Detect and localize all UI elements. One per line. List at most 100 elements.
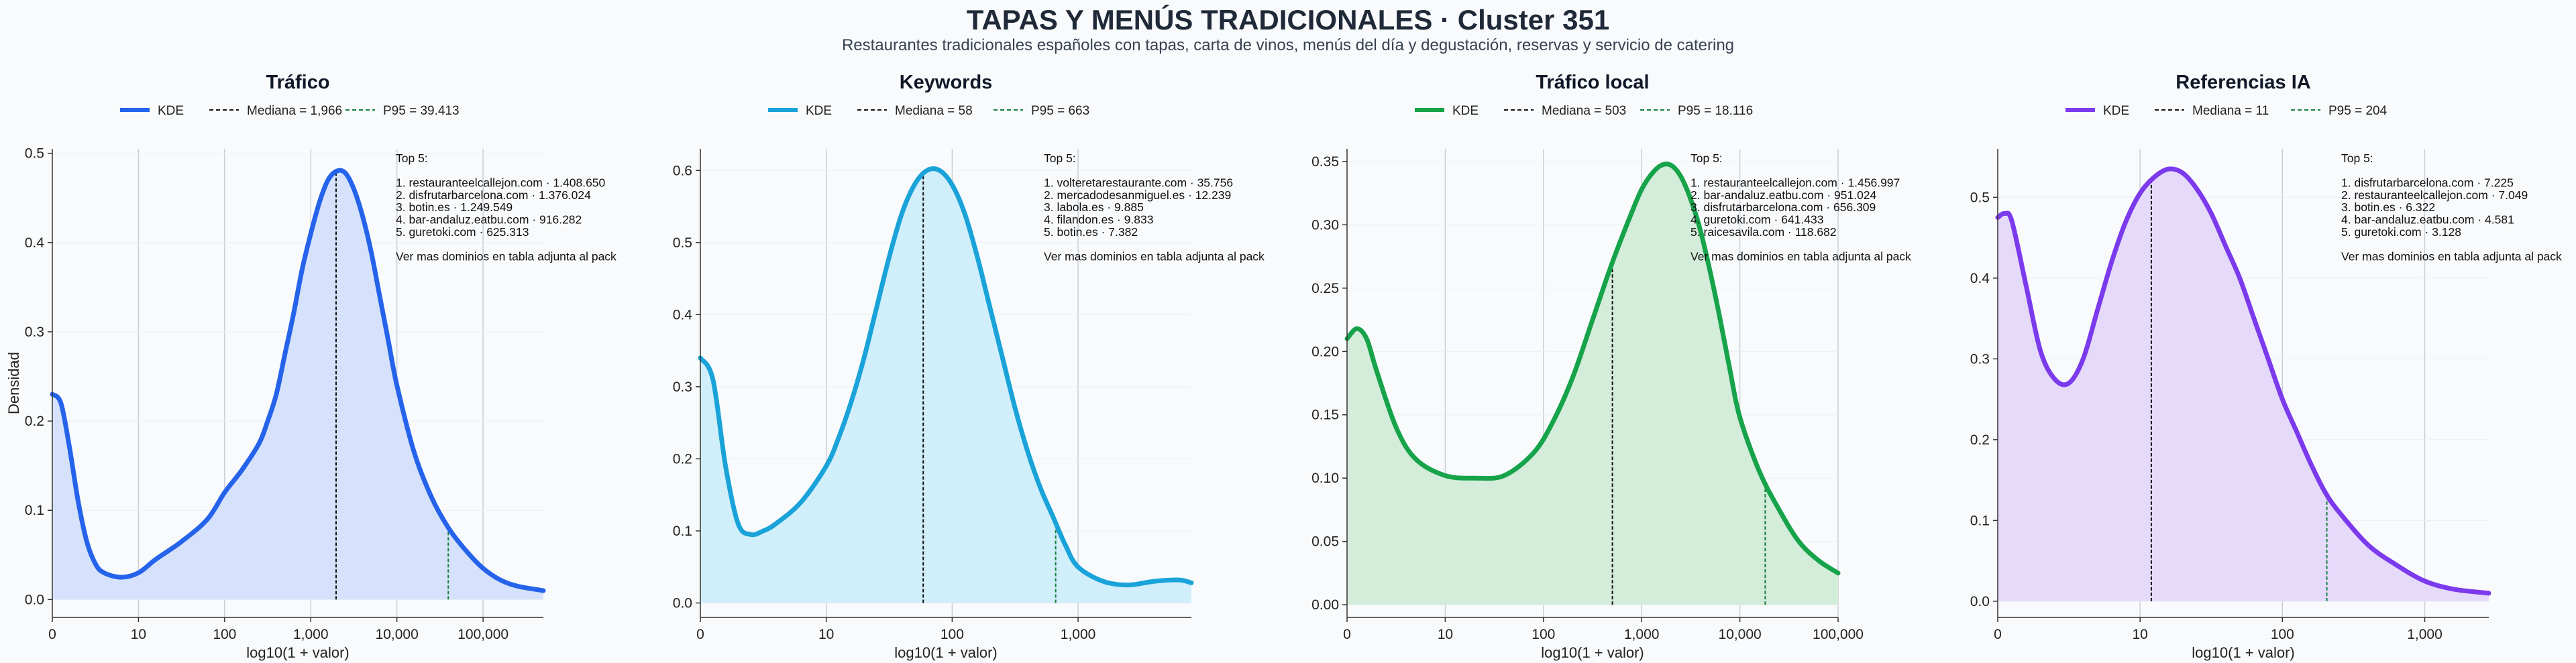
panel-title: Tráfico: [266, 72, 329, 93]
density-area: [52, 170, 543, 600]
panel-title: Keywords: [900, 72, 993, 93]
annotation-line: Top 5:: [1690, 152, 1723, 165]
x-tick-label: 10,000: [1718, 627, 1761, 642]
annotation-line: 1. disfrutarbarcelona.com · 7.225: [2341, 176, 2514, 190]
y-tick-label: 0.3: [25, 324, 44, 340]
y-tick-label: 0.3: [1970, 351, 1990, 367]
x-axis-label: log10(1 + valor): [246, 644, 349, 661]
y-tick-label: 0.20: [1311, 344, 1339, 359]
legend: KDE Mediana = 1,966 P95 = 39.413: [120, 104, 460, 118]
annotation-line: 1. volteretarestaurante.com · 35.756: [1044, 176, 1233, 190]
y-tick-label: 0.0: [1970, 594, 1990, 609]
legend-p95-label: P95 = 663: [1031, 104, 1089, 118]
x-tick-label: 100: [1532, 627, 1555, 642]
legend-kde-label: KDE: [2103, 104, 2129, 118]
y-tick-label: 0.4: [673, 307, 693, 322]
annotation-line: Top 5:: [396, 152, 428, 165]
top5-annotation: Top 5: 1. restauranteelcallejon.com · 1.4…: [1690, 152, 1911, 263]
y-tick-label: 0.4: [25, 235, 45, 251]
annotation-line: 1. restauranteelcallejon.com · 1.408.650: [396, 176, 606, 190]
legend-kde-label: KDE: [158, 104, 184, 118]
annotation-line: Ver mas dominios en tabla adjunta al pac…: [1044, 249, 1265, 263]
y-tick-label: 0.1: [25, 503, 44, 518]
annotation-line: 2. disfrutarbarcelona.com · 1.376.024: [396, 188, 591, 202]
x-axis-label: log10(1 + valor): [2192, 644, 2294, 661]
x-tick-label: 0: [1994, 627, 2002, 642]
y-axis-label: Densidad: [5, 352, 22, 414]
x-tick-label: 1,000: [1061, 627, 1096, 642]
y-tick-label: 0.30: [1311, 217, 1339, 233]
legend-kde-label: KDE: [1452, 104, 1479, 118]
y-tick-label: 0.5: [1970, 190, 1990, 205]
y-tick-label: 0.1: [1970, 513, 1990, 528]
legend: KDE Mediana = 58 P95 = 663: [768, 104, 1089, 118]
annotation-line: Ver mas dominios en tabla adjunta al pac…: [396, 249, 616, 263]
density-curve: [1995, 166, 2491, 596]
x-tick-label: 100: [941, 627, 964, 642]
panel-3: Tráfico local KDE Mediana = 503 P95 = 18.11…: [1311, 72, 1911, 661]
y-tick-label: 0.2: [25, 414, 44, 429]
y-tick-label: 0.2: [1970, 432, 1990, 448]
annotation-line: 3. disfrutarbarcelona.com · 656.309: [1690, 200, 1876, 214]
x-tick-label: 1,000: [1624, 627, 1660, 642]
legend-p95-label: P95 = 204: [2328, 104, 2387, 118]
annotation-line: 5. guretoki.com · 3.128: [2341, 225, 2461, 239]
y-tick-label: 0.2: [673, 451, 692, 467]
x-tick-label: 10: [2132, 627, 2147, 642]
figure-subtitle: Restaurantes tradicionales españoles con…: [841, 36, 1735, 54]
y-tick-label: 0.5: [25, 146, 44, 162]
x-tick-label: 1,000: [293, 627, 329, 642]
y-tick-label: 0.0: [673, 595, 692, 611]
annotation-line: Ver mas dominios en tabla adjunta al pac…: [1690, 249, 1911, 263]
top5-annotation: Top 5: 1. disfrutarbarcelona.com · 7.2252…: [2341, 152, 2562, 263]
top5-annotation: Top 5: 1. volteretarestaurante.com · 35.7…: [1044, 152, 1265, 263]
x-tick-label: 100: [213, 627, 236, 642]
x-tick-label: 1,000: [2407, 627, 2443, 642]
y-tick-label: 0.00: [1311, 597, 1339, 613]
annotation-line: Top 5:: [1044, 152, 1076, 165]
legend-median-label: Mediana = 11: [2192, 104, 2269, 118]
x-tick-label: 0: [1343, 627, 1351, 642]
x-tick-label: 10: [818, 627, 834, 642]
y-tick-label: 0.1: [673, 524, 692, 539]
y-tick-label: 0.0: [25, 592, 44, 607]
annotation-line: 3. labola.es · 9.885: [1044, 200, 1144, 214]
density-area: [1998, 168, 2489, 601]
y-tick-label: 0.25: [1311, 281, 1339, 296]
x-tick-label: 100: [2271, 627, 2294, 642]
annotation-line: Top 5:: [2341, 152, 2373, 165]
y-tick-label: 0.15: [1311, 408, 1339, 423]
panel-2: Keywords KDE Mediana = 58 P95 = 663 0.0 0.1 0.…: [673, 72, 1265, 661]
x-tick-label: 0: [48, 627, 56, 642]
legend-median-label: Mediana = 503: [1542, 104, 1626, 118]
annotation-line: 3. botin.es · 1.249.549: [396, 200, 513, 214]
legend-median-label: Mediana = 58: [895, 104, 973, 118]
panel-1: Tráfico KDE Mediana = 1,966 P95 = 39.413 0.0…: [5, 72, 616, 661]
top5-annotation: Top 5: 1. restauranteelcallejon.com · 1.4…: [396, 152, 616, 263]
density-area: [1347, 164, 1838, 605]
legend-p95-label: P95 = 39.413: [383, 104, 460, 118]
density-curve: [50, 168, 546, 593]
x-axis-label: log10(1 + valor): [894, 644, 997, 661]
annotation-line: 5. guretoki.com · 625.313: [396, 225, 529, 239]
legend-p95-label: P95 = 18.116: [1678, 104, 1753, 118]
annotation-line: 4. bar-andaluz.eatbu.com · 4.581: [2341, 213, 2514, 227]
annotation-line: 5. botin.es · 7.382: [1044, 225, 1138, 239]
y-tick-label: 0.3: [673, 379, 692, 395]
panel-title: Tráfico local: [1536, 72, 1649, 93]
x-axis-label: log10(1 + valor): [1541, 644, 1644, 661]
x-tick-label: 100,000: [458, 627, 508, 642]
y-tick-label: 0.4: [1970, 271, 1990, 286]
figure-title: TAPAS Y MENÚS TRADICIONALES · Cluster 35…: [966, 4, 1610, 36]
y-tick-label: 0.10: [1311, 471, 1339, 486]
legend-kde-label: KDE: [806, 104, 832, 118]
annotation-line: 3. botin.es · 6.322: [2341, 200, 2435, 214]
legend-median-label: Mediana = 1,966: [247, 104, 342, 118]
density-curve: [1344, 162, 1841, 576]
annotation-line: 1. restauranteelcallejon.com · 1.456.997: [1690, 176, 1900, 190]
annotation-line: 4. guretoki.com · 641.433: [1690, 213, 1823, 227]
annotation-line: 2. mercadodesanmiguel.es · 12.239: [1044, 188, 1231, 202]
annotation-line: 4. bar-andaluz.eatbu.com · 916.282: [396, 213, 582, 227]
y-tick-label: 0.35: [1311, 154, 1339, 170]
